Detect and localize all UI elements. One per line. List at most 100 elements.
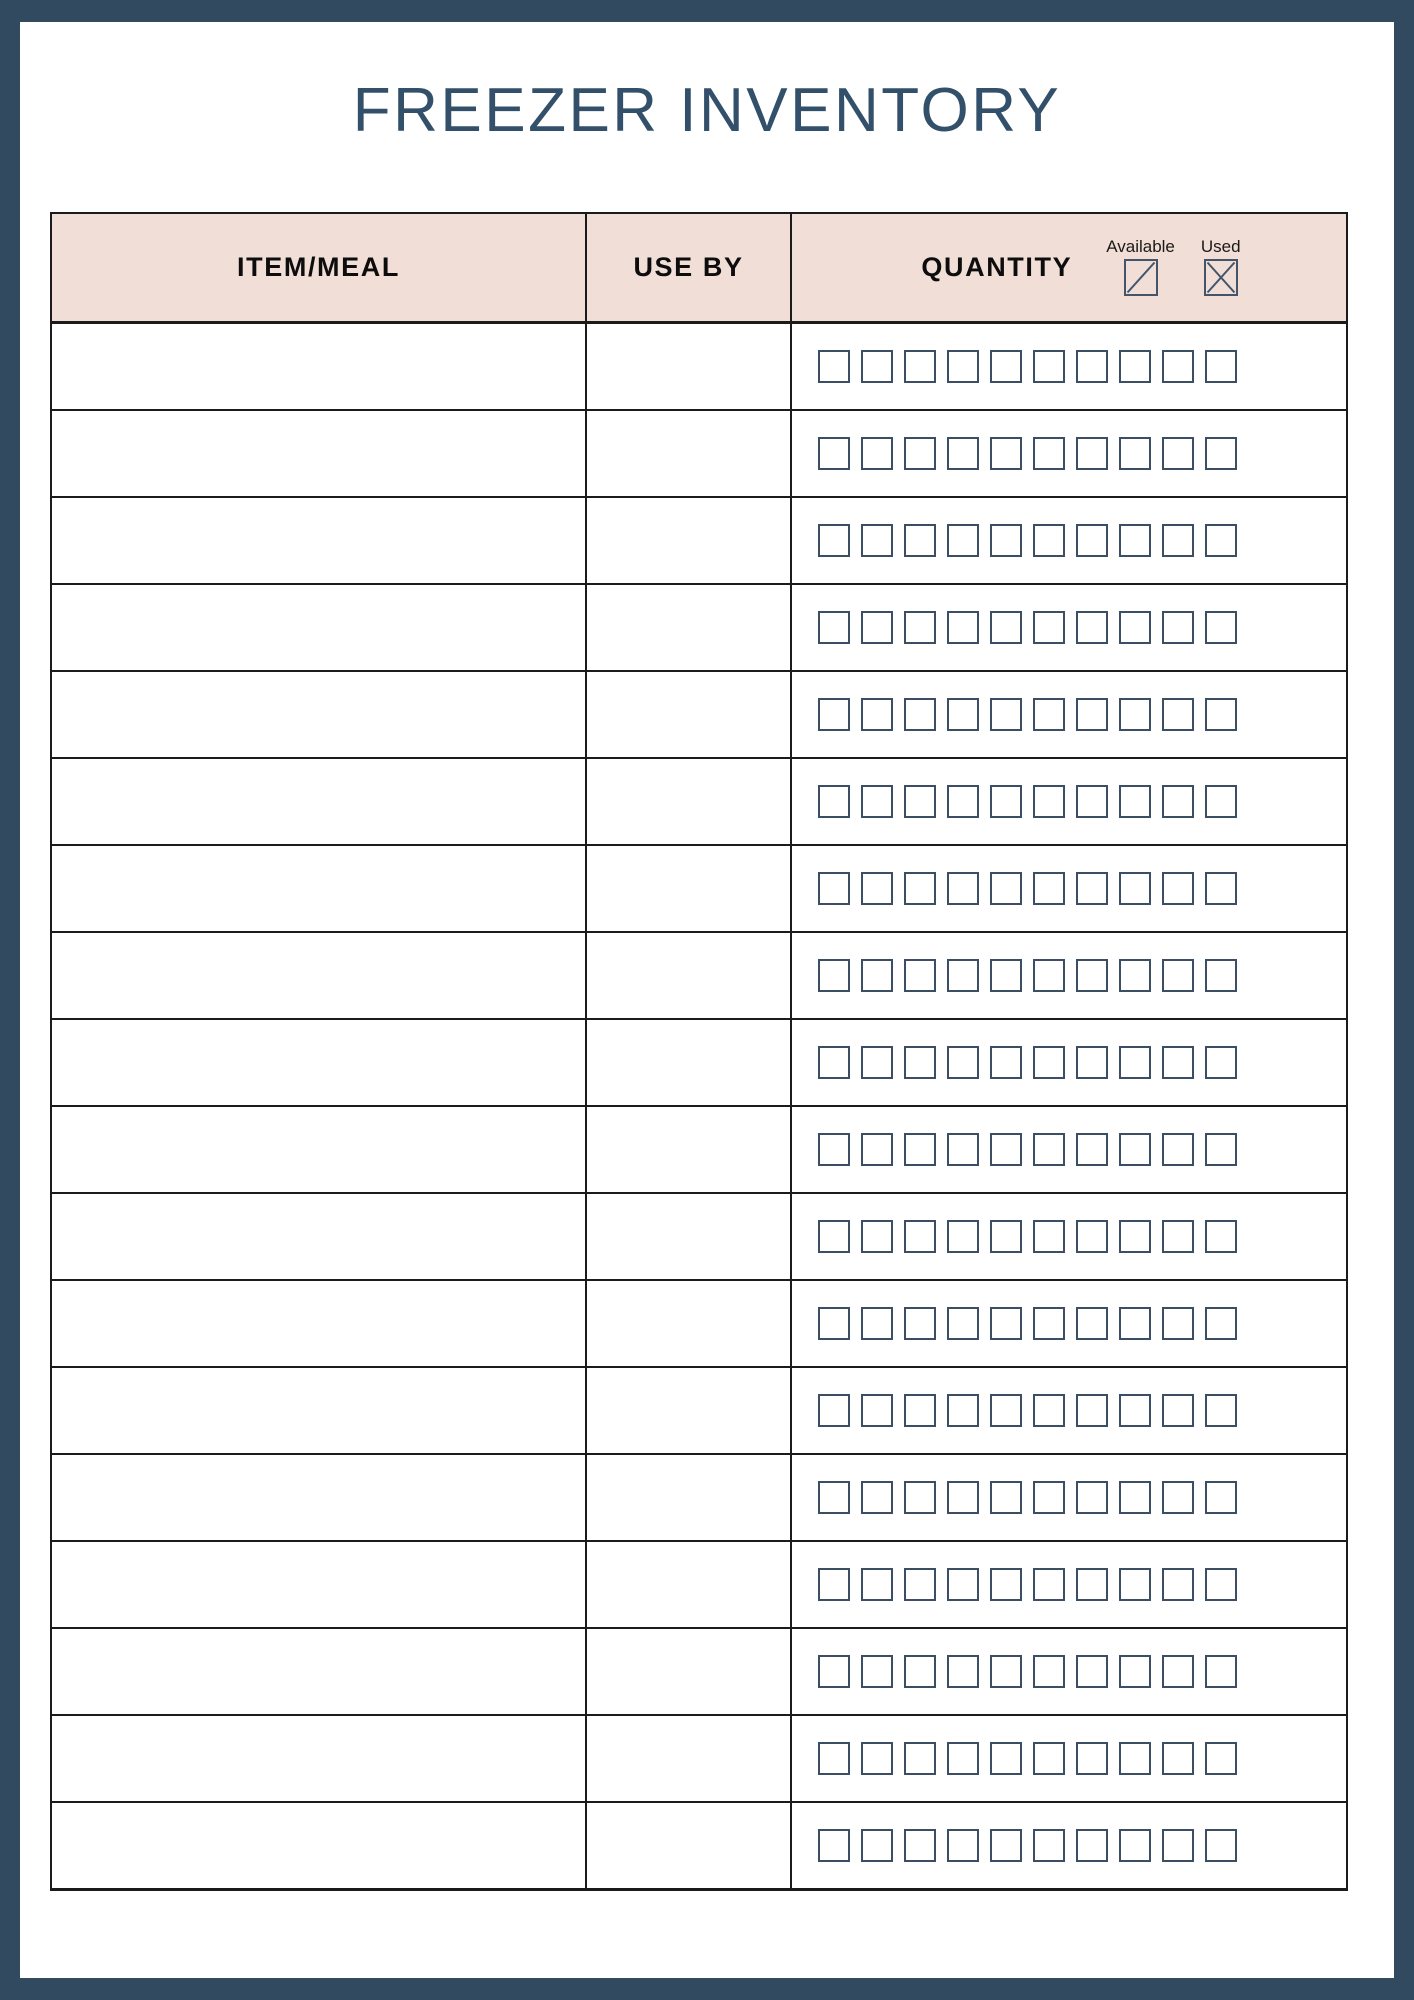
use-by-value[interactable] [587,759,790,844]
quantity-checkbox[interactable] [947,1220,979,1253]
use-by-cell[interactable] [586,497,792,585]
quantity-checkbox[interactable] [904,1133,936,1166]
item-meal-cell[interactable] [52,1106,587,1194]
quantity-checkbox[interactable] [990,1568,1022,1601]
item-meal-value[interactable] [52,1542,585,1627]
quantity-checkbox[interactable] [1033,698,1065,731]
use-by-cell[interactable] [586,1454,792,1542]
quantity-checkbox[interactable] [861,1220,893,1253]
quantity-checkbox[interactable] [818,1133,850,1166]
item-meal-cell[interactable] [52,322,587,411]
quantity-checkbox[interactable] [904,1394,936,1427]
quantity-checkbox[interactable] [1076,785,1108,818]
quantity-checkbox[interactable] [1076,1133,1108,1166]
item-meal-cell[interactable] [52,1715,587,1803]
item-meal-value[interactable] [52,759,585,844]
quantity-checkbox[interactable] [1033,872,1065,905]
quantity-checkbox[interactable] [1162,785,1194,818]
quantity-checkbox[interactable] [1119,524,1151,557]
quantity-checkbox[interactable] [1162,1568,1194,1601]
quantity-checkbox[interactable] [1119,698,1151,731]
quantity-checkbox[interactable] [904,611,936,644]
quantity-checkbox[interactable] [947,1655,979,1688]
quantity-checkbox[interactable] [1119,1046,1151,1079]
quantity-checkbox[interactable] [1205,1307,1237,1340]
quantity-checkbox[interactable] [904,1220,936,1253]
item-meal-value[interactable] [52,411,585,496]
quantity-checkbox[interactable] [861,437,893,470]
use-by-cell[interactable] [586,1019,792,1107]
quantity-checkbox[interactable] [947,1307,979,1340]
quantity-checkbox[interactable] [947,1481,979,1514]
quantity-checkbox[interactable] [1033,1220,1065,1253]
use-by-value[interactable] [587,498,790,583]
quantity-checkbox[interactable] [990,872,1022,905]
quantity-checkbox[interactable] [1076,1742,1108,1775]
item-meal-cell[interactable] [52,671,587,759]
quantity-checkbox[interactable] [818,1046,850,1079]
quantity-checkbox[interactable] [1076,1481,1108,1514]
quantity-checkbox[interactable] [1119,785,1151,818]
quantity-checkbox[interactable] [947,785,979,818]
quantity-checkbox[interactable] [904,872,936,905]
quantity-checkbox[interactable] [904,785,936,818]
quantity-checkbox[interactable] [947,1394,979,1427]
quantity-checkbox[interactable] [904,1742,936,1775]
use-by-value[interactable] [587,1803,790,1888]
quantity-checkbox[interactable] [1033,437,1065,470]
quantity-checkbox[interactable] [1033,785,1065,818]
quantity-checkbox[interactable] [904,959,936,992]
item-meal-value[interactable] [52,846,585,931]
quantity-checkbox[interactable] [1119,959,1151,992]
quantity-checkbox[interactable] [818,1307,850,1340]
quantity-checkbox[interactable] [1205,698,1237,731]
quantity-checkbox[interactable] [1162,959,1194,992]
quantity-checkbox[interactable] [861,1133,893,1166]
quantity-checkbox[interactable] [904,1568,936,1601]
quantity-checkbox[interactable] [947,524,979,557]
quantity-checkbox[interactable] [1119,1133,1151,1166]
item-meal-cell[interactable] [52,932,587,1020]
quantity-checkbox[interactable] [1119,1307,1151,1340]
quantity-checkbox[interactable] [1076,611,1108,644]
quantity-checkbox[interactable] [1119,1394,1151,1427]
quantity-checkbox[interactable] [818,611,850,644]
quantity-checkbox[interactable] [1033,1046,1065,1079]
quantity-checkbox[interactable] [861,1655,893,1688]
item-meal-value[interactable] [52,324,585,409]
quantity-checkbox[interactable] [904,1481,936,1514]
quantity-checkbox[interactable] [1119,1568,1151,1601]
quantity-checkbox[interactable] [1033,959,1065,992]
quantity-checkbox[interactable] [1205,1655,1237,1688]
use-by-cell[interactable] [586,1367,792,1455]
quantity-checkbox[interactable] [1205,1046,1237,1079]
item-meal-cell[interactable] [52,758,587,846]
item-meal-value[interactable] [52,672,585,757]
use-by-cell[interactable] [586,671,792,759]
use-by-cell[interactable] [586,1106,792,1194]
item-meal-value[interactable] [52,933,585,1018]
use-by-cell[interactable] [586,845,792,933]
quantity-checkbox[interactable] [1119,437,1151,470]
quantity-checkbox[interactable] [1205,1394,1237,1427]
quantity-checkbox[interactable] [861,1307,893,1340]
quantity-checkbox[interactable] [990,1046,1022,1079]
quantity-checkbox[interactable] [1076,959,1108,992]
quantity-checkbox[interactable] [818,1220,850,1253]
quantity-checkbox[interactable] [1076,1829,1108,1862]
quantity-checkbox[interactable] [904,698,936,731]
quantity-checkbox[interactable] [1033,1394,1065,1427]
quantity-checkbox[interactable] [990,437,1022,470]
item-meal-cell[interactable] [52,584,587,672]
use-by-value[interactable] [587,1368,790,1453]
quantity-checkbox[interactable] [1162,524,1194,557]
quantity-checkbox[interactable] [947,698,979,731]
item-meal-cell[interactable] [52,845,587,933]
use-by-cell[interactable] [586,1193,792,1281]
quantity-checkbox[interactable] [861,872,893,905]
quantity-checkbox[interactable] [1205,1742,1237,1775]
item-meal-value[interactable] [52,1368,585,1453]
quantity-checkbox[interactable] [1205,959,1237,992]
quantity-checkbox[interactable] [818,1655,850,1688]
use-by-cell[interactable] [586,932,792,1020]
